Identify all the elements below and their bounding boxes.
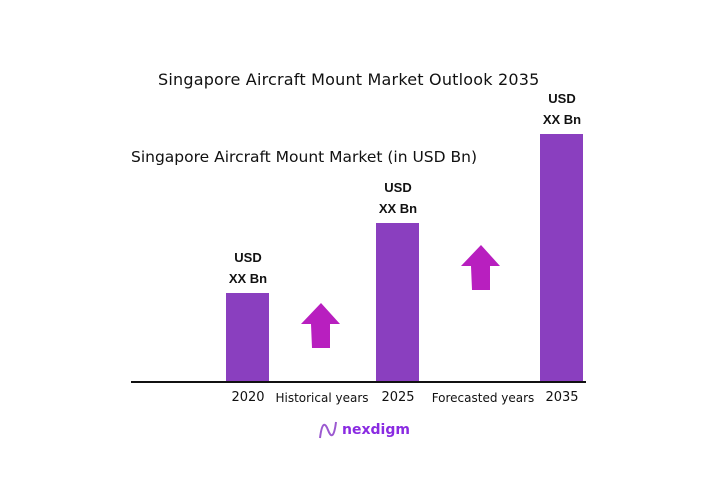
bar-2035 bbox=[540, 134, 583, 382]
data-label-line: XX Bn bbox=[228, 270, 268, 286]
data-label-line: XX Bn bbox=[542, 112, 582, 127]
x-tick-label: 2020 bbox=[231, 390, 265, 405]
data-label-line: USD bbox=[234, 249, 262, 265]
bar-2020 bbox=[226, 292, 269, 382]
data-label-2035: USD XX Bn bbox=[522, 88, 602, 130]
data-label-line: XX Bn bbox=[378, 201, 418, 217]
period-label-forecasted: Forecasted years bbox=[431, 391, 535, 405]
data-label-line: USD bbox=[384, 180, 412, 196]
growth-arrow-icon bbox=[461, 245, 500, 290]
logo-mark-icon bbox=[319, 421, 337, 439]
logo-text: nexdigm bbox=[342, 422, 410, 438]
data-label-line: USD bbox=[548, 91, 576, 106]
x-tick-label: 2025 bbox=[381, 390, 415, 405]
x-axis-line bbox=[131, 381, 586, 383]
bar-2025 bbox=[376, 223, 419, 382]
data-label-2025: USD XX Bn bbox=[358, 177, 438, 219]
nexdigm-logo: nexdigm bbox=[318, 420, 410, 440]
period-label-historical: Historical years bbox=[275, 391, 369, 405]
chart-title: Singapore Aircraft Mount Market Outlook … bbox=[158, 70, 540, 89]
data-label-2020: USD XX Bn bbox=[208, 247, 288, 289]
chart-subtitle: Singapore Aircraft Mount Market (in USD … bbox=[131, 148, 478, 166]
x-tick-label: 2035 bbox=[545, 390, 579, 405]
growth-arrow-icon bbox=[301, 303, 340, 348]
